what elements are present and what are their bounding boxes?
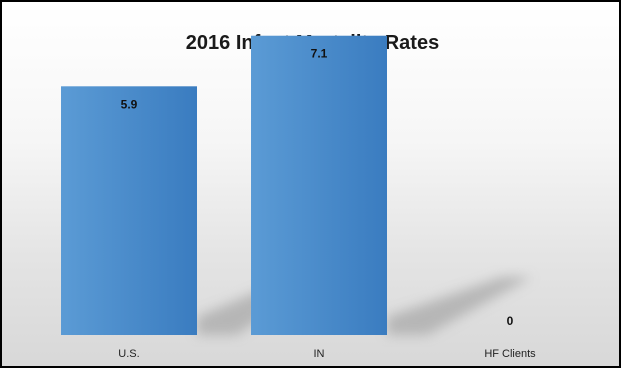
data-label: 7.1 [311, 47, 328, 61]
x-tick-label: IN [314, 348, 325, 360]
data-label: 5.9 [121, 97, 138, 111]
bars [61, 35, 387, 335]
bar-shadow [387, 277, 532, 335]
bar [251, 35, 387, 335]
x-tick-label: HF Clients [484, 348, 536, 360]
data-label: 0 [507, 314, 514, 328]
x-tick-label: U.S. [118, 348, 139, 360]
bar [61, 86, 197, 335]
data-labels: 5.9 7.1 0 [121, 47, 514, 328]
x-tick-labels: U.S. IN HF Clients [118, 348, 536, 360]
